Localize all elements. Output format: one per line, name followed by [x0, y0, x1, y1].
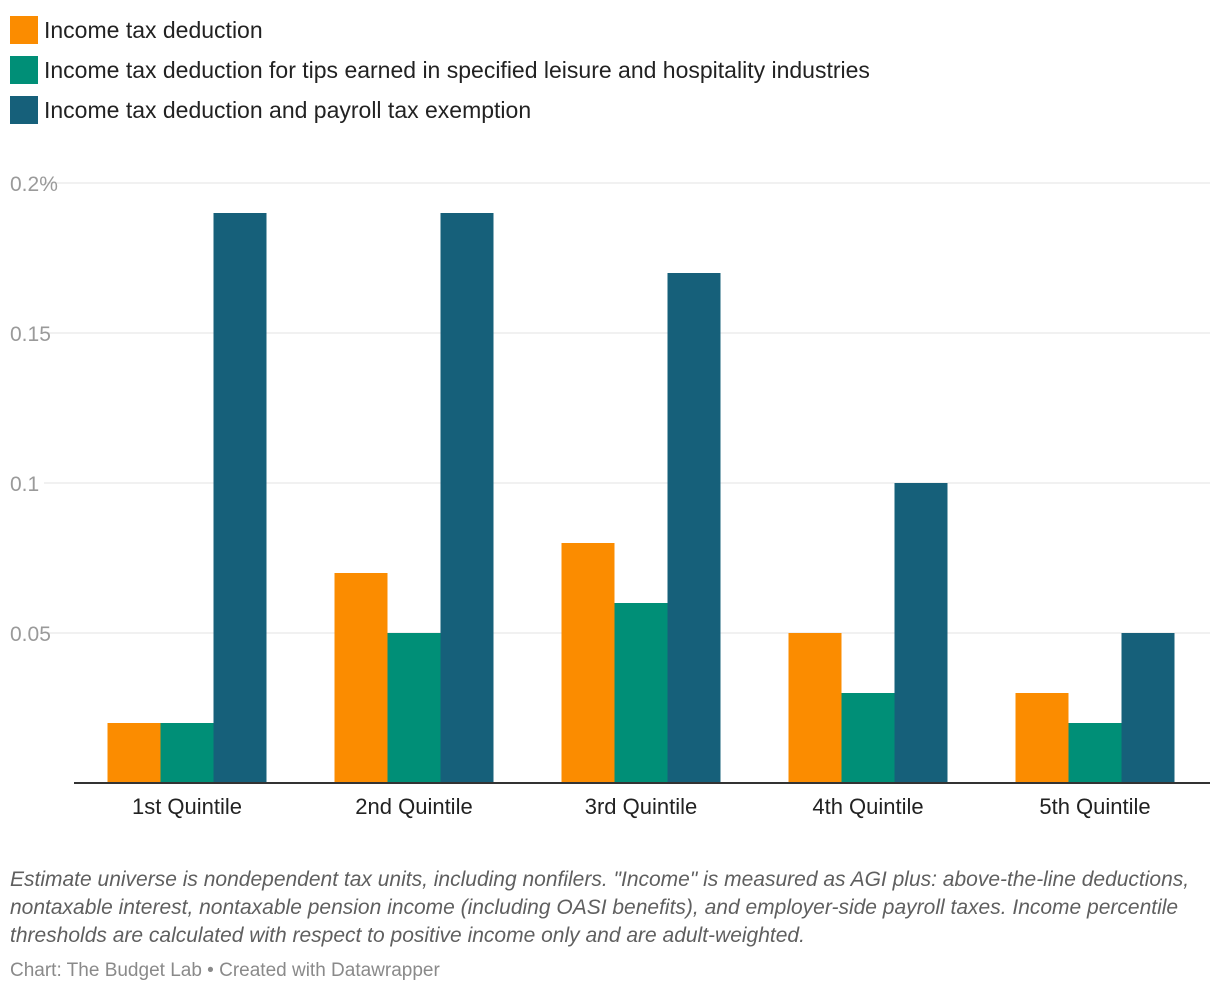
- legend-swatch-income-tax-deduction: [10, 16, 38, 44]
- bar: [387, 633, 441, 783]
- bar: [614, 603, 668, 783]
- bar: [107, 723, 161, 783]
- y-tick-label: 0.2%: [10, 173, 58, 196]
- bar: [841, 693, 895, 783]
- bar: [667, 273, 721, 783]
- legend-item: Income tax deduction: [10, 10, 870, 50]
- bar: [334, 573, 388, 783]
- x-tick-label: 5th Quintile: [1039, 794, 1150, 819]
- legend-label: Income tax deduction for tips earned in …: [44, 56, 870, 83]
- y-tick-label: 0.1: [10, 473, 39, 496]
- x-tick-label: 4th Quintile: [812, 794, 923, 819]
- bar: [1068, 723, 1122, 783]
- x-tick-label: 2nd Quintile: [355, 794, 472, 819]
- bar: [440, 213, 494, 783]
- bar: [561, 543, 615, 783]
- legend: Income tax deduction Income tax deductio…: [10, 10, 870, 130]
- bar: [894, 483, 948, 783]
- legend-swatch-tips-deduction: [10, 56, 38, 84]
- y-tick-label: 0.05: [10, 623, 51, 646]
- bar: [1121, 633, 1175, 783]
- bar-chart: 0.05 0.1 0.15 0.2% 1st Quintile 2nd Quintile 3…: [10, 173, 1210, 819]
- legend-swatch-payroll-exemption: [10, 96, 38, 124]
- legend-item: Income tax deduction and payroll tax exe…: [10, 90, 870, 130]
- legend-label: Income tax deduction and payroll tax exe…: [44, 96, 532, 123]
- x-tick-label: 3rd Quintile: [585, 794, 698, 819]
- legend-item: Income tax deduction for tips earned in …: [10, 50, 870, 90]
- x-tick-label: 1st Quintile: [132, 794, 242, 819]
- bar: [160, 723, 214, 783]
- y-tick-label: 0.15: [10, 323, 51, 346]
- chart-notes: Estimate universe is nondependent tax un…: [10, 868, 1190, 947]
- bar: [788, 633, 842, 783]
- bar: [1015, 693, 1069, 783]
- legend-label: Income tax deduction: [44, 16, 263, 43]
- chart-source: Chart: The Budget Lab • Created with Dat…: [10, 960, 440, 981]
- bar: [213, 213, 267, 783]
